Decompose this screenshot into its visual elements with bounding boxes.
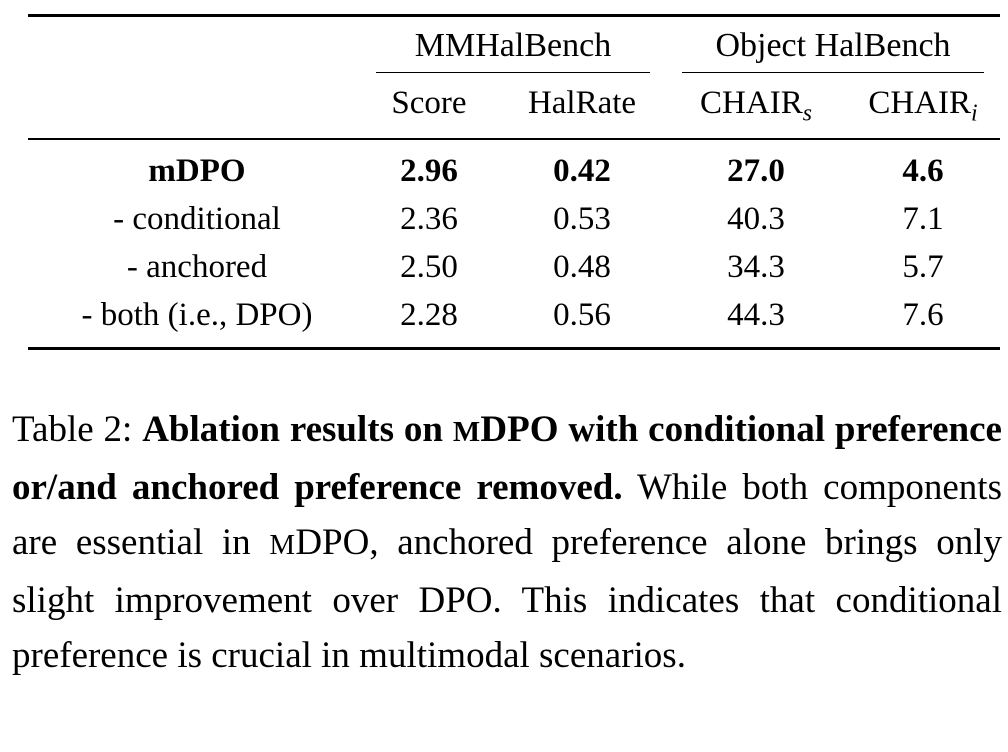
table-row-no-anchored: - anchored 2.50 0.48 34.3 5.7 — [28, 244, 1000, 292]
col-header-chair-i: CHAIRi — [846, 73, 1000, 140]
table-caption: Table 2: Ablation results on MDPO with c… — [12, 402, 1002, 683]
table-row-mdpo: mDPO 2.96 0.42 27.0 4.6 — [28, 139, 1000, 196]
col-header-subscript: i — [971, 100, 978, 127]
caption-bold-segment: Ablation results on — [142, 408, 453, 450]
caption-body-text: While both components are essential in M… — [12, 467, 1002, 676]
cell-score: 2.36 — [400, 200, 458, 237]
group-label: MMHalBench — [414, 27, 612, 64]
col-header-chair-s: CHAIRs — [666, 73, 846, 140]
caption-bold-text: Ablation results on MDPO with conditiona… — [12, 409, 1002, 508]
paper-figure: MMHalBench Object HalBench Score HalRate… — [12, 14, 1002, 683]
caption-body-segment: While both components are essential in — [12, 466, 1002, 563]
col-header-text: Score — [391, 85, 467, 121]
caption-bold-segment: DPO with conditional preference or/and a… — [12, 408, 1002, 508]
cell-chair-s: 40.3 — [727, 200, 785, 237]
smallcaps-m: M — [452, 415, 481, 448]
col-header-halrate: HalRate — [498, 73, 666, 140]
col-header-text: CHAIR — [868, 85, 972, 121]
column-header-row: Score HalRate CHAIRs CHAIRi — [28, 73, 1000, 140]
col-header-text: CHAIR — [700, 85, 803, 121]
empty-stub-cell — [28, 16, 360, 74]
row-label: - both (i.e., DPO) — [81, 296, 313, 333]
row-label: - conditional — [113, 200, 281, 237]
cell-halrate: 0.42 — [553, 152, 611, 189]
cell-halrate: 0.56 — [553, 296, 611, 333]
cell-score: 2.96 — [400, 152, 458, 189]
ablation-results-table: MMHalBench Object HalBench Score HalRate… — [28, 14, 1000, 350]
cell-score: 2.50 — [400, 248, 458, 285]
col-header-score: Score — [360, 73, 498, 140]
cell-chair-i: 7.6 — [902, 296, 944, 333]
cell-halrate: 0.48 — [553, 248, 611, 285]
caption-body-segment: DPO, anchored preference alone brings on… — [12, 521, 1002, 676]
cell-chair-s: 27.0 — [727, 152, 785, 189]
empty-stub-cell — [28, 73, 360, 140]
group-header-mmhalbench: MMHalBench — [360, 16, 666, 74]
cell-chair-s: 44.3 — [727, 296, 785, 333]
row-label: mDPO — [148, 152, 246, 189]
smallcaps-m: M — [269, 528, 296, 561]
cell-chair-i: 7.1 — [902, 200, 944, 237]
cell-score: 2.28 — [400, 296, 458, 333]
cell-chair-i: 5.7 — [902, 248, 944, 285]
group-label: Object HalBench — [715, 27, 951, 64]
group-header-row: MMHalBench Object HalBench — [28, 16, 1000, 74]
caption-label: Table 2: — [12, 408, 133, 450]
row-label: - anchored — [126, 248, 268, 285]
cell-chair-i: 4.6 — [902, 152, 944, 189]
cell-chair-s: 34.3 — [727, 248, 785, 285]
col-header-text: HalRate — [527, 85, 637, 121]
table-row-no-both: - both (i.e., DPO) 2.28 0.56 44.3 7.6 — [28, 292, 1000, 349]
cell-halrate: 0.53 — [553, 200, 611, 237]
table-row-no-conditional: - conditional 2.36 0.53 40.3 7.1 — [28, 196, 1000, 244]
group-header-object-halbench: Object HalBench — [666, 16, 1000, 74]
col-header-subscript: s — [802, 100, 812, 127]
